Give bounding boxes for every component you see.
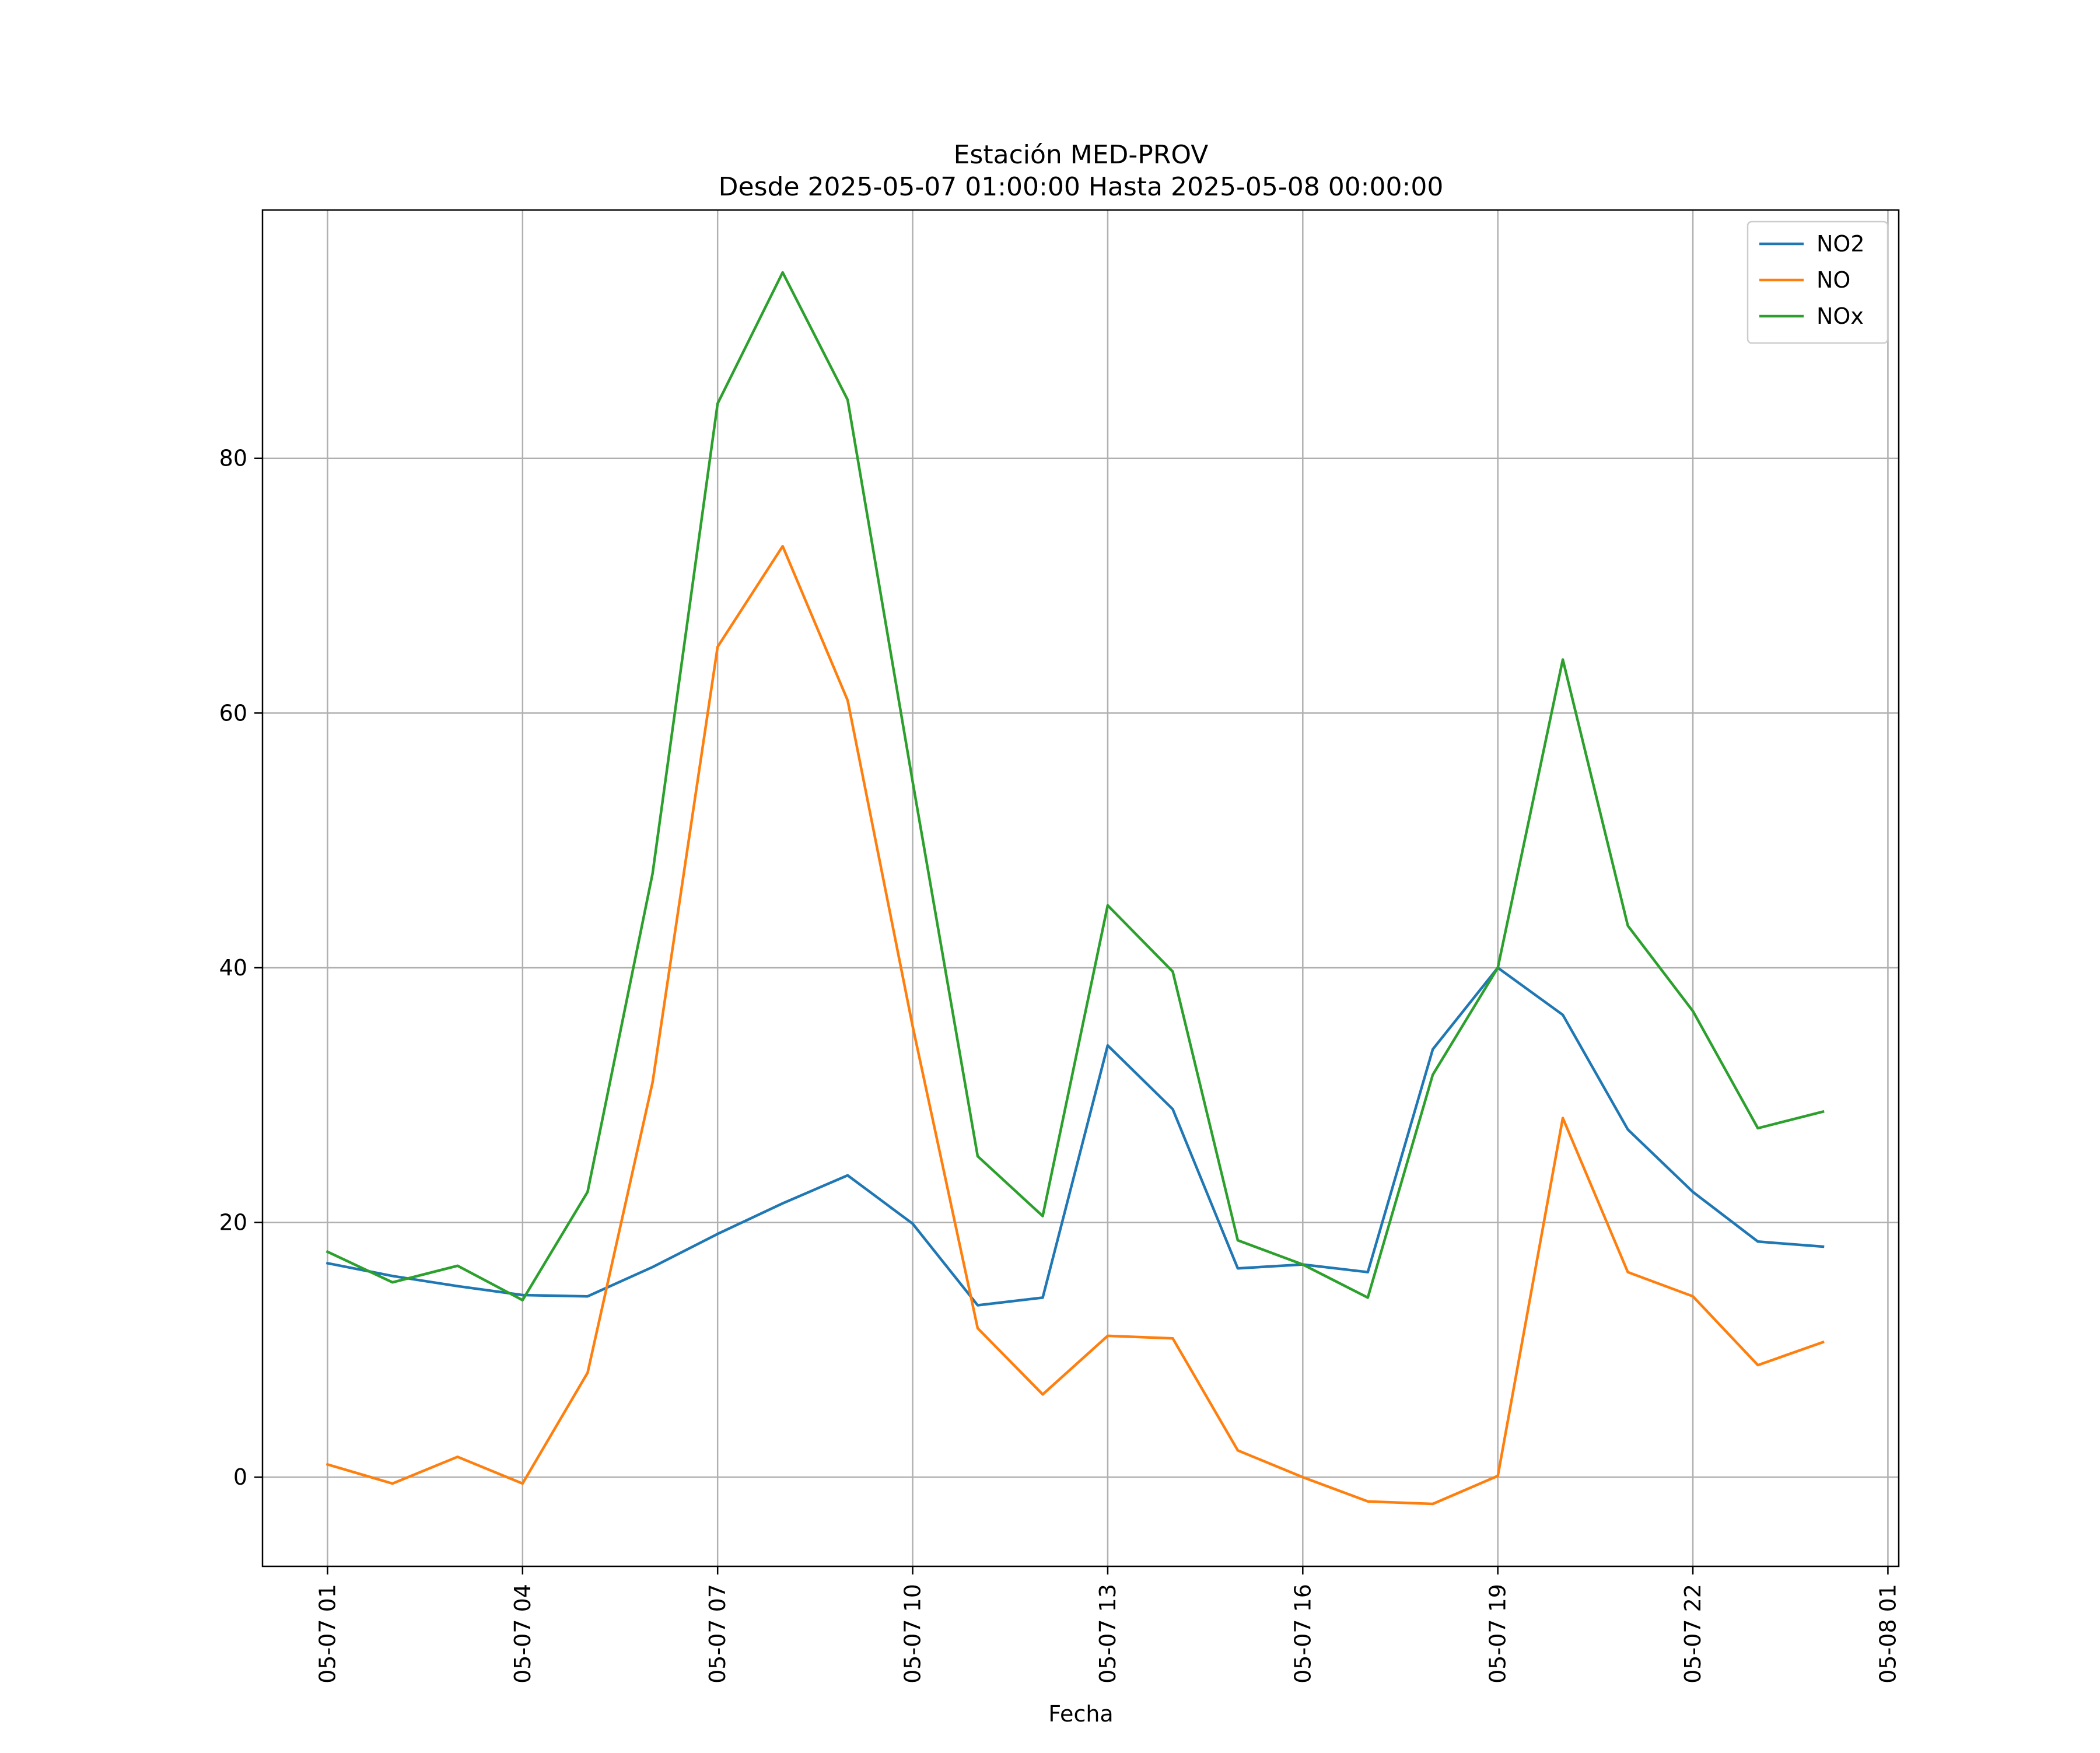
legend-label-no: NO xyxy=(1817,267,1850,293)
chart-subtitle: Desde 2025-05-07 01:00:00 Hasta 2025-05-… xyxy=(719,172,1444,202)
legend-box xyxy=(1746,221,1889,344)
legend-label-no2: NO2 xyxy=(1817,231,1865,257)
series-line-nox xyxy=(326,271,1825,1301)
chart-title: Estación MED-PROV xyxy=(954,140,1209,170)
legend: NO2 NO NOx xyxy=(1746,221,1889,344)
x-tick-label-1: 05-07 04 xyxy=(510,1584,536,1684)
x-tick-label-7: 05-07 22 xyxy=(1680,1584,1706,1684)
y-tick-label-0: 0 xyxy=(233,1464,247,1490)
axis-ticks: 05-07 01 05-07 04 05-07 07 05-07 10 05-07 13… xyxy=(219,446,1901,1684)
y-tick-label-1: 20 xyxy=(219,1210,247,1236)
y-tick-label-3: 60 xyxy=(219,700,247,726)
x-axis-label: Fecha xyxy=(1048,1701,1113,1727)
series-lines xyxy=(326,271,1825,1506)
x-tick-label-3: 05-07 10 xyxy=(900,1584,926,1684)
series-line-no2 xyxy=(326,966,1825,1307)
x-tick-label-2: 05-07 07 xyxy=(705,1584,730,1684)
series-line-no xyxy=(326,545,1825,1506)
grid xyxy=(262,210,1899,1566)
legend-label-nox: NOx xyxy=(1817,303,1864,329)
plot-frame xyxy=(261,209,1900,1567)
x-tick-label-4: 05-07 13 xyxy=(1095,1584,1121,1684)
x-tick-label-5: 05-07 16 xyxy=(1290,1584,1315,1684)
x-tick-label-0: 05-07 01 xyxy=(314,1584,340,1684)
y-tick-label-2: 40 xyxy=(219,955,247,981)
x-tick-label-6: 05-07 19 xyxy=(1485,1584,1511,1684)
x-tick-label-8: 05-08 01 xyxy=(1875,1584,1901,1684)
y-tick-label-4: 80 xyxy=(219,446,247,471)
